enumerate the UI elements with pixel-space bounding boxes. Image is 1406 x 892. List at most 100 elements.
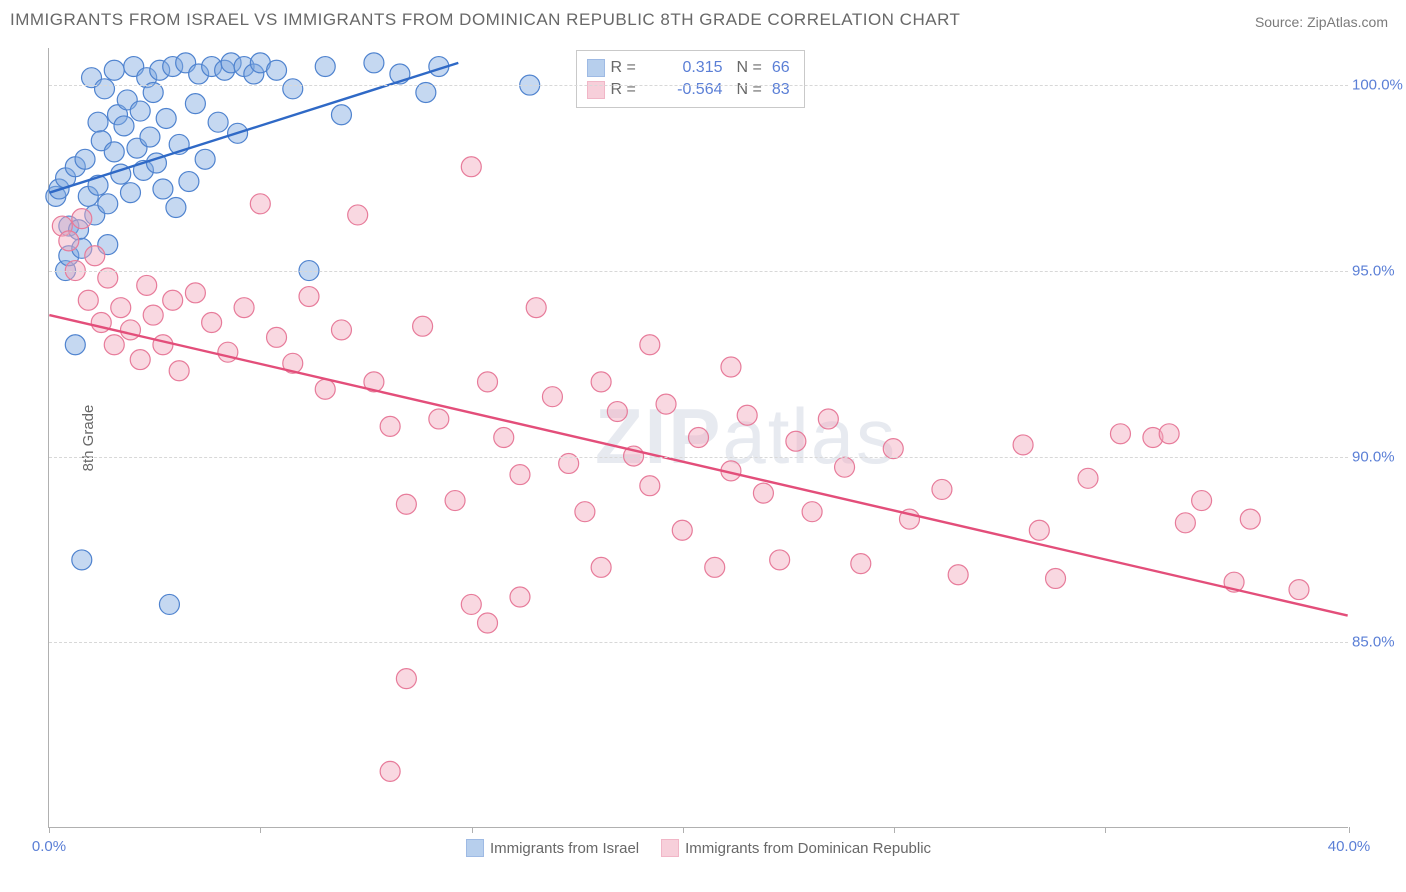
data-point-dominican — [111, 298, 131, 318]
data-point-dominican — [137, 275, 157, 295]
data-point-dominican — [510, 465, 530, 485]
data-point-dominican — [1175, 513, 1195, 533]
data-point-dominican — [591, 557, 611, 577]
source-label: Source: ZipAtlas.com — [1255, 14, 1388, 30]
data-point-dominican — [202, 313, 222, 333]
y-tick-label: 90.0% — [1352, 448, 1406, 465]
data-point-israel — [159, 594, 179, 614]
x-tick — [260, 827, 261, 833]
legend-swatch — [661, 839, 679, 857]
data-point-israel — [208, 112, 228, 132]
data-point-dominican — [1013, 435, 1033, 455]
legend-series-label: Immigrants from Dominican Republic — [685, 840, 931, 857]
plot-area: 8th Grade ZIPatlas R =0.315N =66R =-0.56… — [48, 48, 1348, 828]
data-point-dominican — [299, 287, 319, 307]
data-point-dominican — [143, 305, 163, 325]
data-point-israel — [156, 108, 176, 128]
data-point-dominican — [72, 209, 92, 229]
data-point-dominican — [932, 479, 952, 499]
data-point-dominican — [331, 320, 351, 340]
data-point-dominican — [153, 335, 173, 355]
data-point-israel — [65, 335, 85, 355]
data-point-dominican — [851, 554, 871, 574]
data-point-israel — [72, 550, 92, 570]
data-point-israel — [95, 79, 115, 99]
legend-n-value: 83 — [772, 81, 790, 99]
data-point-dominican — [802, 502, 822, 522]
data-point-dominican — [786, 431, 806, 451]
data-point-israel — [104, 60, 124, 80]
legend-row-israel: R = 0.315 N = 66 — [587, 57, 790, 79]
data-point-israel — [153, 179, 173, 199]
data-point-dominican — [169, 361, 189, 381]
data-point-dominican — [1159, 424, 1179, 444]
data-point-dominican — [396, 669, 416, 689]
scatter-svg — [49, 48, 1348, 827]
data-point-dominican — [1046, 568, 1066, 588]
x-tick-label: 40.0% — [1328, 838, 1371, 855]
x-tick — [1105, 827, 1106, 833]
data-point-dominican — [429, 409, 449, 429]
data-point-dominican — [640, 335, 660, 355]
data-point-israel — [166, 198, 186, 218]
correlation-legend: R = 0.315 N = 66 R =-0.564N =83 — [576, 50, 805, 108]
data-point-dominican — [542, 387, 562, 407]
legend-swatch — [466, 839, 484, 857]
data-point-dominican — [78, 290, 98, 310]
data-point-dominican — [494, 428, 514, 448]
legend-row-dominican: R =-0.564N =83 — [587, 79, 790, 101]
data-point-dominican — [705, 557, 725, 577]
data-point-dominican — [104, 335, 124, 355]
data-point-israel — [120, 183, 140, 203]
data-point-dominican — [59, 231, 79, 251]
data-point-dominican — [1078, 468, 1098, 488]
data-point-dominican — [461, 594, 481, 614]
data-point-israel — [130, 101, 150, 121]
data-point-dominican — [234, 298, 254, 318]
data-point-dominican — [1192, 491, 1212, 511]
data-point-dominican — [575, 502, 595, 522]
data-point-dominican — [689, 428, 709, 448]
data-point-dominican — [510, 587, 530, 607]
series-legend: Immigrants from Israel Immigrants from Do… — [49, 839, 1348, 857]
data-point-israel — [104, 142, 124, 162]
data-point-israel — [114, 116, 134, 136]
data-point-dominican — [1289, 580, 1309, 600]
data-point-dominican — [721, 357, 741, 377]
legend-item-israel: Immigrants from Israel — [466, 839, 639, 857]
gridline — [49, 457, 1348, 458]
data-point-dominican — [185, 283, 205, 303]
gridline — [49, 271, 1348, 272]
x-tick — [894, 827, 895, 833]
data-point-dominican — [163, 290, 183, 310]
data-point-dominican — [1240, 509, 1260, 529]
legend-r-value: -0.564 — [651, 81, 723, 99]
data-point-dominican — [445, 491, 465, 511]
data-point-dominican — [267, 327, 287, 347]
data-point-dominican — [478, 613, 498, 633]
x-tick — [683, 827, 684, 833]
x-tick — [472, 827, 473, 833]
data-point-israel — [267, 60, 287, 80]
data-point-dominican — [672, 520, 692, 540]
data-point-dominican — [315, 379, 335, 399]
data-point-dominican — [396, 494, 416, 514]
data-point-israel — [88, 112, 108, 132]
legend-n-label: N = — [737, 59, 762, 77]
legend-r-value: 0.315 — [651, 59, 723, 77]
legend-r-label: R = — [611, 59, 645, 77]
data-point-israel — [331, 105, 351, 125]
data-point-israel — [75, 149, 95, 169]
data-point-israel — [140, 127, 160, 147]
data-point-dominican — [250, 194, 270, 214]
data-point-dominican — [120, 320, 140, 340]
data-point-dominican — [85, 246, 105, 266]
legend-swatch — [587, 81, 605, 99]
data-point-dominican — [380, 761, 400, 781]
legend-n-value: 66 — [772, 59, 790, 77]
data-point-dominican — [818, 409, 838, 429]
data-point-dominican — [526, 298, 546, 318]
chart-title: IMMIGRANTS FROM ISRAEL VS IMMIGRANTS FRO… — [10, 10, 960, 30]
x-tick — [49, 827, 50, 833]
data-point-dominican — [478, 372, 498, 392]
